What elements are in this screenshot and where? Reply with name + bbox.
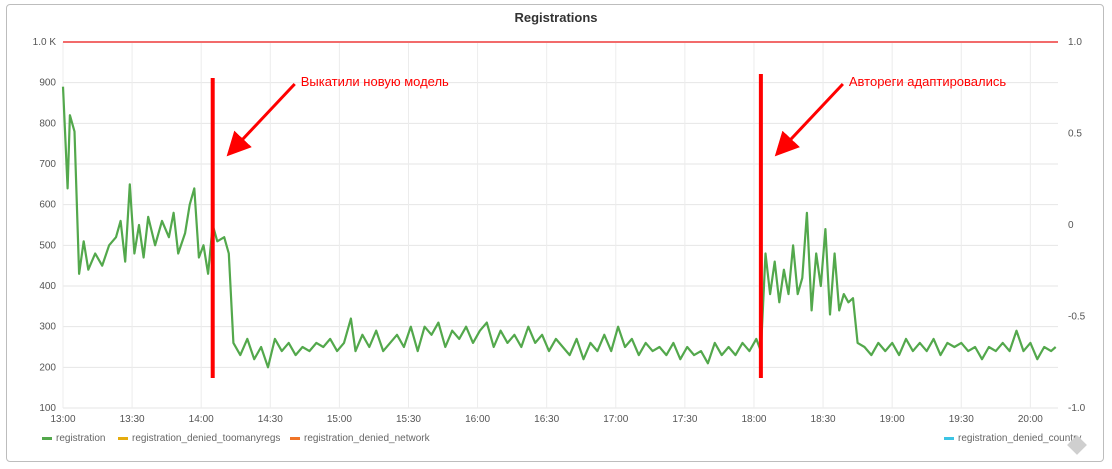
legend-swatch bbox=[944, 437, 954, 440]
x-tick-label: 16:00 bbox=[465, 414, 490, 425]
annotations: Выкатили новую модель Автореги адаптирова… bbox=[210, 74, 1007, 378]
x-tick-label: 15:00 bbox=[327, 414, 352, 425]
x-axis: 13:00 13:30 14:00 14:30 15:00 15:30 16:00 16:30… bbox=[50, 414, 1043, 425]
series-line-registration bbox=[61, 86, 1057, 369]
y-axis-left: 100 200 300 400 500 600 700 800 900 1.0 K bbox=[33, 37, 57, 414]
x-tick-label: 17:30 bbox=[672, 414, 697, 425]
y-left-tick-label: 100 bbox=[39, 403, 56, 414]
x-tick-label: 18:30 bbox=[811, 414, 836, 425]
x-tick-label: 16:30 bbox=[534, 414, 559, 425]
y-left-tick-label: 300 bbox=[39, 322, 56, 333]
x-tick-label: 18:00 bbox=[741, 414, 766, 425]
y-left-tick-label: 800 bbox=[39, 118, 56, 129]
x-tick-label: 14:00 bbox=[189, 414, 214, 425]
chart-title: Registrations bbox=[514, 10, 598, 25]
y-left-tick-label: 500 bbox=[39, 240, 56, 251]
y-left-tick-label: 200 bbox=[39, 362, 56, 373]
annotation-arrow bbox=[774, 82, 844, 157]
x-tick-label: 20:00 bbox=[1018, 414, 1043, 425]
legend-swatch bbox=[118, 437, 128, 440]
legend-swatch bbox=[42, 437, 52, 440]
legend-label: registration bbox=[56, 433, 105, 444]
legend-label: registration_denied_network bbox=[304, 433, 431, 444]
annotation-arrow bbox=[226, 82, 296, 157]
y-right-tick-label: -0.5 bbox=[1068, 312, 1086, 323]
legend-label: registration_denied_toomanyregs bbox=[132, 433, 280, 444]
panel-corner-icon[interactable] bbox=[1067, 435, 1087, 455]
legend[interactable]: registration registration_denied_toomanyr… bbox=[42, 433, 1081, 444]
y-left-tick-label: 600 bbox=[39, 200, 56, 211]
y-left-tick-label: 1.0 K bbox=[33, 37, 57, 48]
y-right-tick-label: -1.0 bbox=[1068, 403, 1086, 414]
x-tick-label: 14:30 bbox=[258, 414, 283, 425]
y-axis-right: 1.0 0.5 0 -0.5 -1.0 bbox=[1068, 37, 1086, 414]
x-tick-label: 19:30 bbox=[949, 414, 974, 425]
chart-panel bbox=[6, 4, 1104, 462]
legend-label: registration_denied_country bbox=[958, 433, 1081, 444]
legend-item-registration_denied_toomanyregs[interactable]: registration_denied_toomanyregs bbox=[118, 433, 280, 444]
y-left-tick-label: 400 bbox=[39, 281, 56, 292]
y-left-tick-label: 700 bbox=[39, 159, 56, 170]
x-tick-label: 13:00 bbox=[50, 414, 75, 425]
legend-item-registration_denied_network[interactable]: registration_denied_network bbox=[290, 433, 431, 444]
legend-item-registration[interactable]: registration bbox=[42, 433, 105, 444]
y-right-tick-label: 1.0 bbox=[1068, 37, 1082, 48]
x-tick-label: 19:00 bbox=[880, 414, 905, 425]
y-right-tick-label: 0.5 bbox=[1068, 129, 1082, 140]
series-lines bbox=[61, 86, 1057, 369]
annotation-label: Выкатили новую модель bbox=[301, 74, 449, 89]
y-left-tick-label: 900 bbox=[39, 78, 56, 89]
legend-item-registration_denied_country[interactable]: registration_denied_country bbox=[944, 433, 1081, 444]
annotation-label: Автореги адаптировались bbox=[849, 74, 1007, 89]
y-right-tick-label: 0 bbox=[1068, 220, 1074, 231]
x-tick-label: 15:30 bbox=[396, 414, 421, 425]
x-tick-label: 17:00 bbox=[603, 414, 628, 425]
legend-swatch bbox=[290, 437, 300, 440]
x-tick-label: 13:30 bbox=[120, 414, 145, 425]
